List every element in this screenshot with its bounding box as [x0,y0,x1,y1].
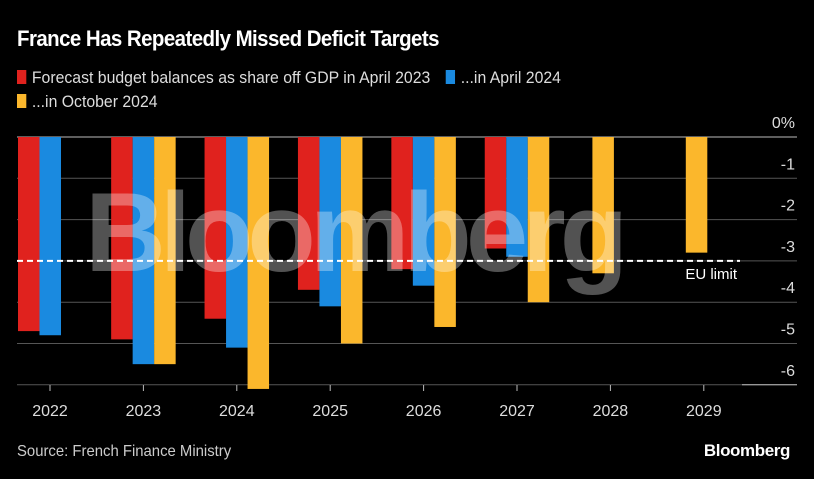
x-tick-label: 2029 [686,403,722,420]
bar-2029-series-2 [685,137,708,253]
x-tick-label: 2028 [593,403,629,420]
bar-2028-series-2 [592,137,614,274]
bar-2026-series-2 [434,137,456,327]
bar-2024-series-1 [226,137,248,348]
bloomberg-logo: Bloomberg [703,441,791,460]
bar-2023-series-2 [154,137,176,365]
y-tick-label: -2 [781,198,795,215]
x-tick-label: 2025 [312,403,348,420]
x-tick-label: 2022 [32,403,68,420]
bar-2023-series-0 [111,137,133,340]
bar-2022-series-1 [39,137,61,336]
bar-2025-series-0 [297,137,320,290]
legend: Forecast budget balances as share off GD… [17,66,668,114]
y-tick-label: 0% [772,115,795,132]
bar-2027-series-1 [506,137,528,257]
reference-line-group: EU limit [17,259,740,283]
y-tick-label: -1 [781,156,795,173]
bar-2022-series-0 [18,137,40,332]
source-note: Source: French Finance Ministry [17,443,232,460]
legend-label: Forecast budget balances as share off GD… [31,68,431,87]
legend-label: ...in April 2024 [460,68,561,87]
bars [18,137,708,389]
x-tick-label: 2023 [126,403,162,420]
bar-2023-series-1 [132,137,155,365]
y-tick-label: -4 [781,280,795,297]
x-axis: 2022 2023 2024 2025 2026 2027 2028 2029 [32,385,722,420]
legend-swatch-blue [445,70,456,84]
bar-2024-series-0 [204,137,227,319]
x-tick-label: 2024 [219,403,255,420]
y-axis: 0% -1 -2 -3 -4 -5 -6 [742,115,797,386]
bar-2025-series-2 [340,137,363,344]
chart-title: France Has Repeatedly Missed Deficit Tar… [17,26,440,51]
legend-item-october-2024: ...in October 2024 [17,90,158,114]
legend-swatch-red [17,70,27,84]
bar-2024-series-2 [247,137,270,389]
legend-label: ...in October 2024 [31,92,158,111]
bar-2026-series-0 [391,137,413,270]
legend-swatch-yellow [17,94,27,108]
bar-2027-series-2 [527,137,550,303]
y-tick-label: -3 [781,239,795,256]
legend-item-april-2023: Forecast budget balances as share off GD… [17,66,430,90]
y-tick-label: -6 [781,363,795,380]
x-tick-label: 2027 [499,403,535,420]
bar-2026-series-1 [412,137,435,286]
x-tick-label: 2026 [406,403,442,420]
bar-2025-series-1 [319,137,341,307]
y-tick-label: -5 [781,322,795,339]
eu-limit-label: EU limit [685,266,737,283]
legend-item-april-2024: ...in April 2024 [445,66,561,90]
bar-2027-series-0 [484,137,507,249]
